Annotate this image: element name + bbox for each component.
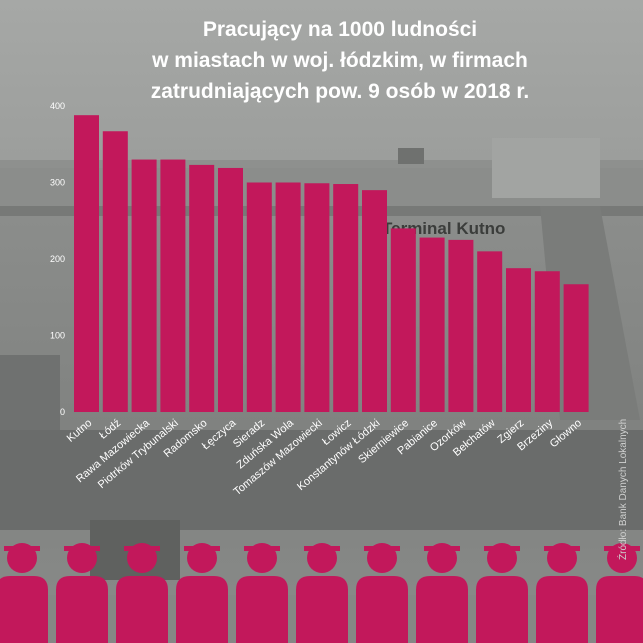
bar-14 bbox=[477, 251, 503, 412]
worker-icon bbox=[416, 543, 468, 643]
bar-11 bbox=[390, 228, 416, 412]
bar-8 bbox=[304, 183, 330, 412]
title-line-2: w miastach w woj. łódzkim, w firmach bbox=[152, 49, 528, 72]
bars bbox=[74, 115, 589, 413]
y-tick-label: 400 bbox=[50, 101, 65, 111]
bar-12 bbox=[419, 237, 445, 412]
crane-cabin bbox=[492, 138, 600, 198]
title-line-1: Pracujący na 1000 ludności bbox=[202, 18, 478, 41]
bar-1 bbox=[102, 131, 128, 412]
y-tick-label: 0 bbox=[60, 407, 65, 417]
source-note: Źródło: Bank Danych Lokalnych bbox=[618, 418, 629, 560]
worker-icon bbox=[356, 543, 408, 643]
bar-13 bbox=[448, 239, 474, 412]
bar-7 bbox=[275, 182, 301, 412]
y-axis: 0 100 200 300 400 bbox=[50, 101, 65, 417]
bar-9 bbox=[333, 184, 359, 412]
bar-5 bbox=[218, 167, 243, 412]
bar-3 bbox=[160, 159, 186, 412]
container-stack-left bbox=[0, 355, 60, 430]
bar-16 bbox=[534, 271, 560, 412]
chart-title: Pracujący na 1000 ludności w miastach w … bbox=[60, 14, 620, 107]
worker-icon bbox=[176, 543, 228, 643]
worker-icon bbox=[56, 543, 108, 643]
bar-15 bbox=[506, 268, 531, 412]
y-tick-label: 100 bbox=[50, 331, 65, 341]
worker-icon bbox=[476, 543, 528, 643]
bar-2 bbox=[131, 159, 157, 412]
worker-icon bbox=[296, 543, 348, 643]
bar-0 bbox=[74, 115, 99, 413]
y-tick-label: 300 bbox=[50, 178, 65, 188]
worker-icon bbox=[596, 543, 643, 643]
bar-17 bbox=[563, 284, 589, 412]
bar-4 bbox=[189, 164, 215, 412]
container-row bbox=[0, 430, 643, 530]
bar-10 bbox=[362, 190, 387, 412]
y-tick-label: 200 bbox=[50, 254, 65, 264]
crane-camera bbox=[398, 148, 424, 164]
worker-icon bbox=[116, 543, 168, 643]
bar-6 bbox=[246, 182, 272, 412]
worker-icon bbox=[0, 543, 48, 643]
worker-icon bbox=[236, 543, 288, 643]
title-line-3: zatrudniających pow. 9 osób w 2018 r. bbox=[150, 80, 530, 103]
worker-icon bbox=[536, 543, 588, 643]
